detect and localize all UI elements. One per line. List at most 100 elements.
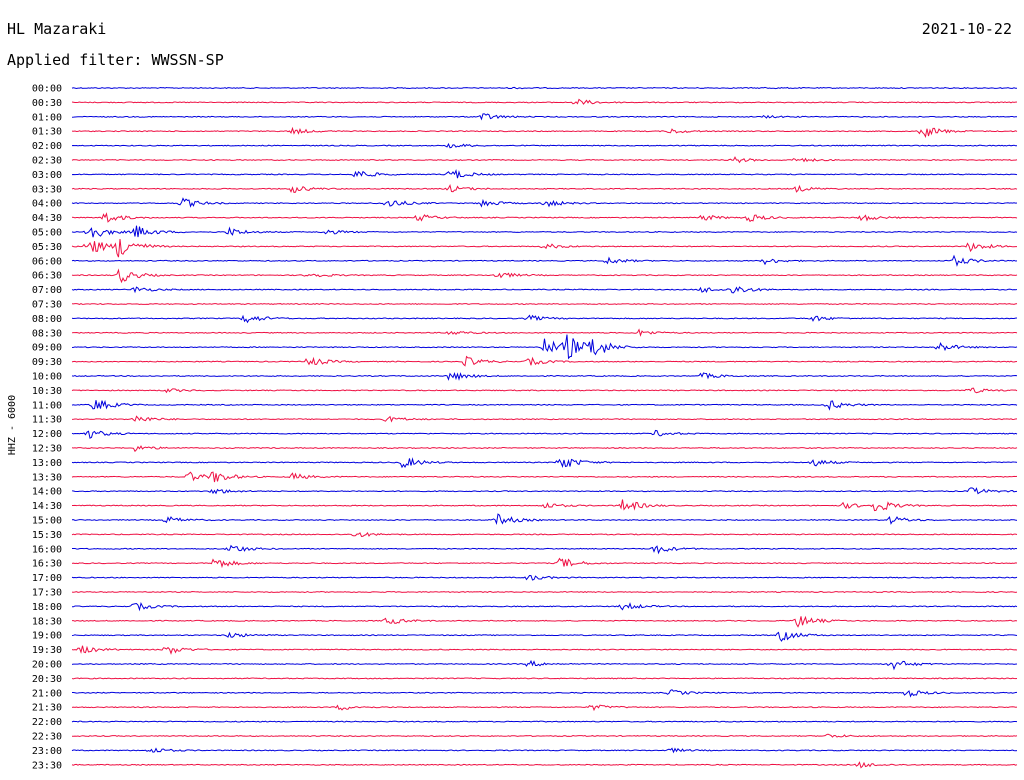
trace-row-1700 xyxy=(71,574,1018,581)
trace-row-0900 xyxy=(71,334,1018,360)
trace-row-0230 xyxy=(71,156,1018,164)
row-label-1730: 17:30 xyxy=(32,588,62,599)
trace-row-2330 xyxy=(71,761,1018,769)
record-date: 2021-10-22 xyxy=(921,20,1012,38)
trace-row-0330 xyxy=(71,184,1018,193)
row-label-0400: 04:00 xyxy=(32,199,62,210)
row-label-1800: 18:00 xyxy=(32,602,62,613)
trace-row-2200 xyxy=(71,720,1018,723)
trace-row-1230 xyxy=(71,445,1018,453)
row-label-1130: 11:30 xyxy=(32,415,62,426)
row-label-0730: 07:30 xyxy=(32,300,62,311)
channel-label: HHZ - 6000 xyxy=(7,395,18,455)
row-label-1400: 14:00 xyxy=(32,487,62,498)
row-label-2130: 21:30 xyxy=(32,703,62,714)
trace-row-0600 xyxy=(71,254,1018,267)
row-label-0600: 06:00 xyxy=(32,256,62,267)
trace-row-1330 xyxy=(71,471,1018,483)
trace-row-1030 xyxy=(71,387,1018,394)
row-label-0100: 01:00 xyxy=(32,112,62,123)
row-label-1900: 19:00 xyxy=(32,631,62,642)
row-label-2100: 21:00 xyxy=(32,688,62,699)
trace-row-0800 xyxy=(71,314,1018,324)
trace-row-0100 xyxy=(71,113,1018,121)
trace-row-0700 xyxy=(71,286,1018,294)
trace-row-0430 xyxy=(71,212,1018,223)
row-label-2300: 23:00 xyxy=(32,746,62,757)
trace-row-0400 xyxy=(71,197,1018,208)
row-label-1700: 17:00 xyxy=(32,573,62,584)
row-label-1500: 15:00 xyxy=(32,516,62,527)
seismic-traces xyxy=(71,86,1018,769)
trace-row-1400 xyxy=(71,487,1018,495)
trace-row-2100 xyxy=(71,689,1018,698)
trace-row-2230 xyxy=(71,733,1018,738)
row-label-1200: 12:00 xyxy=(32,429,62,440)
trace-row-1600 xyxy=(71,544,1018,555)
row-label-2230: 22:30 xyxy=(32,732,62,743)
row-label-0700: 07:00 xyxy=(32,285,62,296)
trace-row-1100 xyxy=(71,399,1018,411)
row-label-1000: 10:00 xyxy=(32,372,62,383)
trace-row-0000 xyxy=(71,86,1018,90)
row-label-1100: 11:00 xyxy=(32,400,62,411)
row-labels: 00:00 00:30 01:00 01:30 02:00 02:30 03:00 03:30… xyxy=(32,84,62,772)
trace-row-1300 xyxy=(71,457,1018,469)
trace-row-1430 xyxy=(71,499,1018,512)
trace-row-1900 xyxy=(71,631,1018,642)
trace-row-2300 xyxy=(71,747,1018,754)
trace-row-0930 xyxy=(71,355,1018,367)
row-label-0130: 01:30 xyxy=(32,127,62,138)
row-label-0500: 05:00 xyxy=(32,228,62,239)
row-label-0030: 00:30 xyxy=(32,98,62,109)
filter-label: Applied filter: WWSSN-SP xyxy=(7,51,224,69)
row-label-0530: 05:30 xyxy=(32,242,62,253)
row-label-0630: 06:30 xyxy=(32,271,62,282)
row-label-0330: 03:30 xyxy=(32,184,62,195)
trace-row-2000 xyxy=(71,659,1018,671)
row-label-0230: 02:30 xyxy=(32,156,62,167)
row-label-1600: 16:00 xyxy=(32,544,62,555)
row-label-0430: 04:30 xyxy=(32,213,62,224)
trace-row-0130 xyxy=(71,126,1018,138)
row-label-2000: 20:00 xyxy=(32,660,62,671)
trace-row-0500 xyxy=(71,225,1018,238)
row-label-1230: 12:30 xyxy=(32,444,62,455)
row-label-2330: 23:30 xyxy=(32,760,62,771)
row-label-0000: 00:00 xyxy=(32,84,62,95)
trace-row-1200 xyxy=(71,429,1018,439)
trace-row-2030 xyxy=(71,677,1018,680)
station-name: HL Mazaraki xyxy=(7,20,107,38)
trace-row-1800 xyxy=(71,602,1018,612)
trace-row-1630 xyxy=(71,557,1018,569)
trace-row-0030 xyxy=(71,98,1018,105)
trace-row-0200 xyxy=(71,142,1018,149)
trace-row-0300 xyxy=(71,168,1018,179)
row-label-1830: 18:30 xyxy=(32,616,62,627)
trace-row-0730 xyxy=(71,302,1018,306)
trace-row-1930 xyxy=(71,645,1018,655)
trace-row-2130 xyxy=(71,704,1018,712)
row-label-0800: 08:00 xyxy=(32,314,62,325)
row-label-0830: 08:30 xyxy=(32,328,62,339)
trace-row-1730 xyxy=(71,590,1018,594)
row-label-0900: 09:00 xyxy=(32,343,62,354)
trace-row-0830 xyxy=(71,328,1018,337)
trace-row-0530 xyxy=(71,239,1018,258)
trace-row-1830 xyxy=(71,615,1018,628)
row-label-1930: 19:30 xyxy=(32,645,62,656)
row-label-2030: 20:30 xyxy=(32,674,62,685)
row-label-1530: 15:30 xyxy=(32,530,62,541)
trace-row-1000 xyxy=(71,372,1018,381)
trace-row-1500 xyxy=(71,513,1018,525)
trace-row-0630 xyxy=(71,268,1018,284)
row-label-1300: 13:00 xyxy=(32,458,62,469)
row-label-0930: 09:30 xyxy=(32,357,62,368)
trace-row-1130 xyxy=(71,415,1018,423)
row-label-2200: 22:00 xyxy=(32,717,62,728)
row-label-1430: 14:30 xyxy=(32,501,62,512)
row-label-1630: 16:30 xyxy=(32,559,62,570)
row-label-1330: 13:30 xyxy=(32,472,62,483)
row-label-1030: 10:30 xyxy=(32,386,62,397)
